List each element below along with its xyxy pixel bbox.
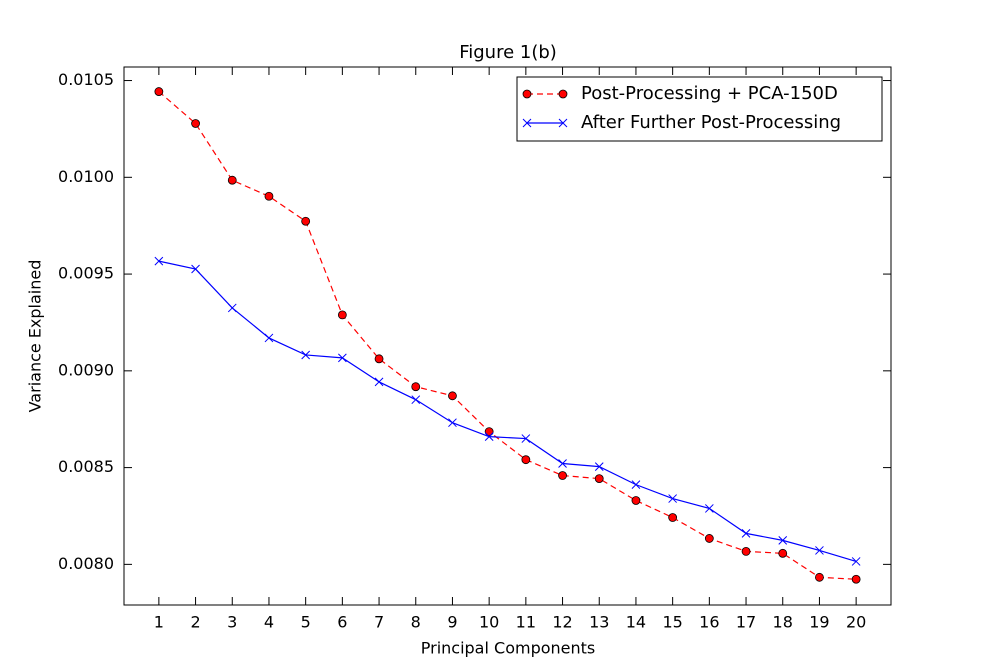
x-tick-label: 7 — [374, 613, 384, 632]
marker — [448, 391, 457, 401]
x-tick-label: 14 — [626, 613, 646, 632]
x-tick-label: 11 — [516, 613, 536, 632]
marker — [301, 216, 311, 226]
marker — [558, 471, 567, 480]
legend-label: After Further Post-Processing — [581, 112, 841, 133]
marker — [264, 191, 274, 201]
marker — [851, 557, 861, 566]
marker — [227, 303, 237, 313]
x-tick-label: 10 — [479, 613, 499, 632]
marker — [484, 432, 494, 441]
marker — [337, 310, 347, 320]
series-line — [158, 260, 857, 563]
x-tick-label: 9 — [447, 613, 457, 632]
x-tick-label: 3 — [227, 613, 237, 632]
marker — [558, 118, 568, 128]
marker — [411, 382, 421, 392]
marker — [521, 455, 531, 465]
marker — [191, 264, 200, 274]
x-tick-label: 13 — [589, 613, 609, 632]
x-axis-label: Principal Components — [421, 639, 596, 658]
x-tick-label: 8 — [411, 613, 421, 632]
marker — [558, 89, 568, 99]
marker — [191, 119, 200, 128]
legend-box — [516, 76, 883, 142]
marker — [631, 480, 641, 489]
series-line — [158, 91, 857, 580]
marker — [741, 546, 751, 556]
marker — [264, 333, 274, 343]
marker — [631, 496, 641, 505]
x-tick-label: 16 — [699, 613, 719, 632]
x-tick-label: 2 — [190, 613, 200, 632]
marker — [338, 353, 347, 363]
marker — [594, 474, 604, 484]
marker — [594, 462, 604, 471]
y-tick-label: 0.0095 — [58, 264, 114, 283]
plot-frame — [123, 66, 892, 606]
marker — [815, 546, 824, 555]
x-tick-label: 12 — [552, 613, 572, 632]
marker — [374, 377, 384, 387]
marker — [704, 504, 714, 513]
legend-label: Post-Processing + PCA-150D — [581, 83, 838, 104]
marker — [668, 513, 678, 522]
marker — [411, 395, 421, 405]
marker — [522, 118, 532, 128]
x-tick-label: 18 — [773, 613, 793, 632]
x-tick-label: 6 — [337, 613, 347, 632]
x-tick-label: 4 — [264, 613, 274, 632]
marker — [154, 87, 164, 96]
y-axis-label: Variance Explained — [26, 260, 45, 413]
marker — [301, 350, 311, 360]
chart-title: Figure 1(b) — [459, 42, 557, 63]
marker — [374, 354, 384, 364]
y-tick-label: 0.0080 — [58, 554, 114, 573]
x-tick-label: 1 — [154, 613, 164, 632]
x-tick-label: 17 — [736, 613, 756, 632]
y-tick-label: 0.0100 — [58, 167, 114, 186]
marker — [154, 256, 164, 266]
marker — [484, 427, 494, 437]
marker — [668, 494, 677, 503]
marker — [704, 534, 714, 543]
x-tick-label: 5 — [301, 613, 311, 632]
marker — [778, 536, 788, 545]
y-tick-label: 0.0105 — [58, 70, 114, 89]
y-tick-label: 0.0090 — [58, 360, 114, 379]
marker — [741, 529, 751, 538]
x-tick-label: 15 — [662, 613, 682, 632]
x-tick-label: 19 — [809, 613, 829, 632]
y-tick-label: 0.0085 — [58, 457, 114, 476]
marker — [448, 418, 457, 428]
marker — [778, 548, 788, 558]
marker — [227, 175, 237, 185]
marker — [815, 572, 824, 582]
marker — [851, 574, 861, 584]
marker — [558, 459, 567, 468]
x-tick-label: 20 — [846, 613, 866, 632]
marker — [522, 89, 532, 99]
marker — [521, 434, 531, 443]
